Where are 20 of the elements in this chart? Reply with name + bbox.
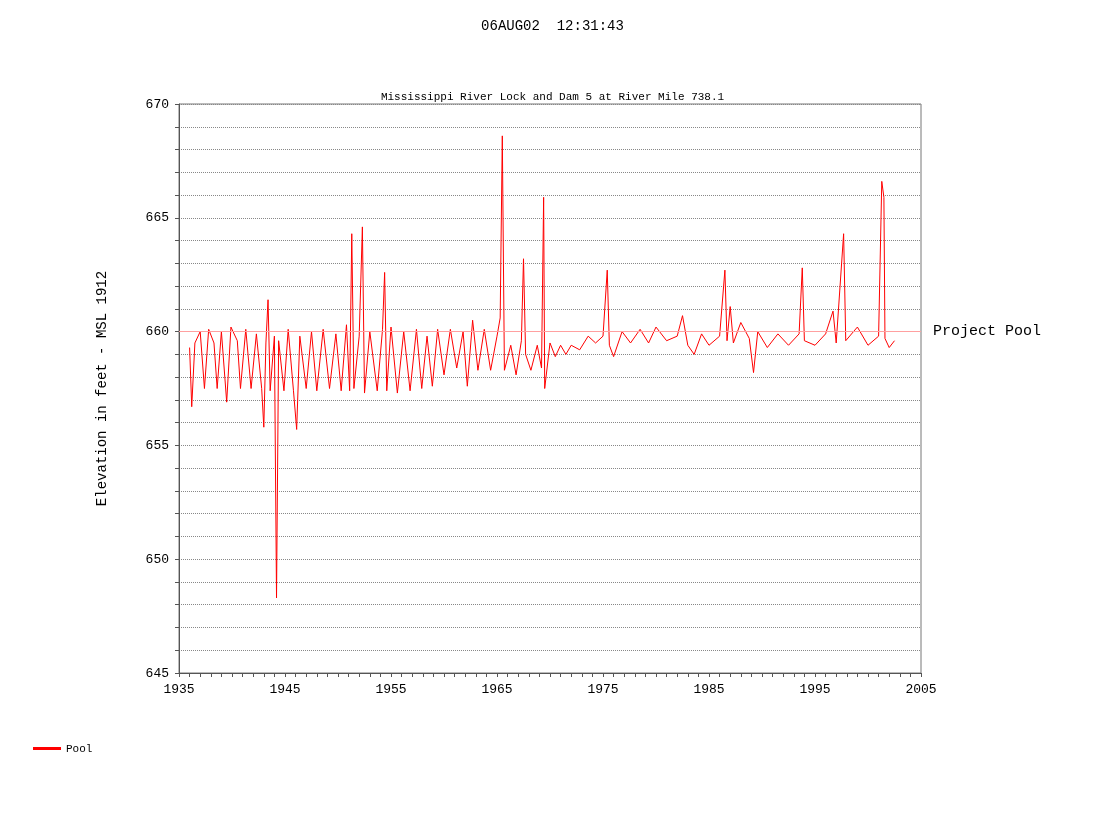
y-axis-title: Elevation in feet - MSL 1912 — [94, 270, 110, 507]
y-tick-label: 665 — [145, 210, 169, 226]
y-tick-label: 655 — [145, 437, 169, 453]
chart-title: Mississippi River Lock and Dam 5 at River Mile 738.1 — [380, 90, 725, 103]
y-tick-label: 670 — [145, 96, 169, 112]
x-tick-label: 1935 — [163, 682, 195, 697]
x-tick-label: 1995 — [799, 682, 831, 697]
x-tick-label: 1985 — [693, 682, 725, 697]
x-tick-label: 1965 — [481, 682, 513, 697]
x-tick-label: 2005 — [905, 682, 937, 697]
x-tick-label: 1975 — [587, 682, 619, 697]
x-tick-label: 1955 — [375, 682, 407, 697]
legend-label: Pool — [66, 742, 93, 755]
y-tick-label: 650 — [145, 551, 169, 567]
text: 06AUG02 12:31:43 — [481, 18, 624, 34]
line-series — [189, 135, 895, 599]
y-tick-label: 645 — [145, 665, 169, 681]
y-tick-label: 660 — [145, 324, 169, 340]
ref-line-label: Project Pool — [933, 323, 1042, 341]
x-tick-label: 1945 — [269, 682, 301, 697]
